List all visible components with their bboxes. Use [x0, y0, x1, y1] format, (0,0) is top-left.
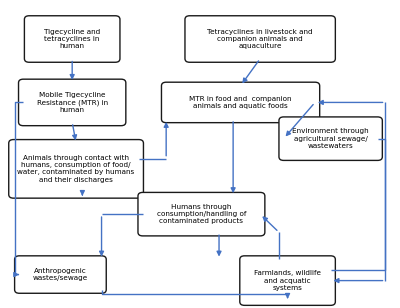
- Text: Environment through
agricultural sewage/
wastewaters: Environment through agricultural sewage/…: [292, 128, 369, 149]
- Text: MTR in food and  companion
animals and aquatic foods: MTR in food and companion animals and aq…: [189, 96, 292, 109]
- FancyBboxPatch shape: [9, 140, 144, 198]
- Text: Animals through contact with
humans, consumption of food/
water, contaminated by: Animals through contact with humans, con…: [18, 155, 135, 183]
- Text: Tigecycline and
tetracyclines in
human: Tigecycline and tetracyclines in human: [44, 29, 100, 49]
- FancyBboxPatch shape: [162, 82, 320, 123]
- FancyBboxPatch shape: [279, 117, 382, 160]
- Text: Mobile Tigecycline
Resistance (MTR) in
human: Mobile Tigecycline Resistance (MTR) in h…: [37, 92, 108, 113]
- FancyBboxPatch shape: [24, 16, 120, 62]
- FancyBboxPatch shape: [15, 256, 106, 293]
- FancyBboxPatch shape: [185, 16, 335, 62]
- FancyBboxPatch shape: [138, 192, 265, 236]
- Text: Anthropogenic
wastes/sewage: Anthropogenic wastes/sewage: [33, 268, 88, 281]
- FancyBboxPatch shape: [240, 256, 335, 305]
- Text: Humans through
consumption/handling of
contaminated products: Humans through consumption/handling of c…: [157, 204, 246, 225]
- Text: Tetracyclines in livestock and
companion animals and
aquaculture: Tetracyclines in livestock and companion…: [207, 29, 313, 49]
- Text: Farmlands, wildlife
and acquatic
systems: Farmlands, wildlife and acquatic systems: [254, 270, 321, 291]
- FancyBboxPatch shape: [18, 79, 126, 126]
